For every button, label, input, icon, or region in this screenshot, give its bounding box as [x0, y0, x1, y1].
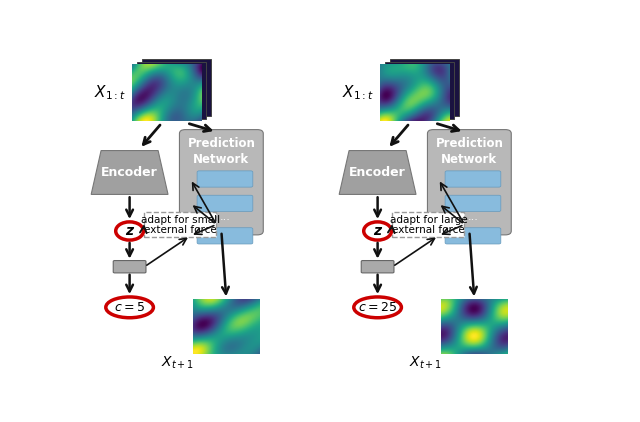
Text: external force: external force	[144, 225, 217, 235]
Text: adapt for large: adapt for large	[390, 215, 467, 225]
FancyBboxPatch shape	[197, 171, 253, 187]
FancyBboxPatch shape	[137, 62, 207, 119]
Text: $c = 25$: $c = 25$	[358, 301, 397, 314]
FancyBboxPatch shape	[385, 62, 454, 119]
Text: $X_{1:t}$: $X_{1:t}$	[342, 84, 374, 102]
Text: adapt for small: adapt for small	[141, 215, 220, 225]
Text: $X_{t+1}$: $X_{t+1}$	[410, 354, 442, 371]
FancyBboxPatch shape	[392, 212, 465, 237]
Text: ···: ···	[467, 215, 478, 225]
Circle shape	[364, 222, 392, 240]
FancyBboxPatch shape	[361, 260, 394, 273]
FancyBboxPatch shape	[428, 130, 511, 235]
Circle shape	[116, 222, 143, 240]
FancyBboxPatch shape	[142, 59, 211, 116]
FancyBboxPatch shape	[445, 228, 501, 244]
Text: z: z	[374, 224, 381, 238]
Text: $X_{t+1}$: $X_{t+1}$	[161, 354, 195, 371]
Text: Encoder: Encoder	[101, 166, 158, 179]
Text: $c = 5$: $c = 5$	[114, 301, 145, 314]
Ellipse shape	[106, 297, 154, 318]
Text: Prediction
Network: Prediction Network	[188, 137, 255, 166]
Polygon shape	[339, 151, 416, 195]
FancyBboxPatch shape	[445, 195, 501, 211]
Text: z: z	[125, 224, 134, 238]
Polygon shape	[91, 151, 168, 195]
FancyBboxPatch shape	[145, 212, 216, 237]
FancyBboxPatch shape	[113, 260, 146, 273]
FancyBboxPatch shape	[445, 171, 501, 187]
Text: external force: external force	[392, 225, 465, 235]
FancyBboxPatch shape	[390, 59, 460, 116]
Text: Encoder: Encoder	[349, 166, 406, 179]
FancyBboxPatch shape	[179, 130, 263, 235]
Text: Prediction
Network: Prediction Network	[435, 137, 503, 166]
FancyBboxPatch shape	[197, 195, 253, 211]
Text: $X_{1:t}$: $X_{1:t}$	[93, 84, 126, 102]
FancyBboxPatch shape	[197, 228, 253, 244]
Text: ···: ···	[220, 215, 230, 225]
Ellipse shape	[354, 297, 401, 318]
